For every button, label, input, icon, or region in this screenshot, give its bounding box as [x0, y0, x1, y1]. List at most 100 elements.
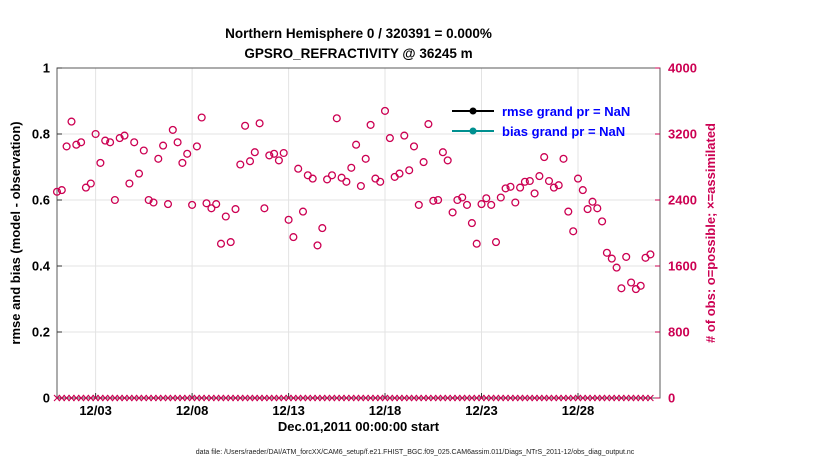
right-tick-label: 4000: [668, 61, 697, 76]
obs-possible-point: [443, 156, 452, 165]
legend-marker-rmse-dot: [469, 107, 477, 115]
obs-assimilated-marker: [507, 394, 514, 402]
obs-assimilated-marker: [487, 394, 495, 402]
obs-assimilated-marker: [357, 394, 365, 402]
obs-assimilated-marker: [265, 394, 273, 402]
obs-possible-point: [207, 204, 216, 213]
right-tick-label: 3200: [668, 127, 697, 142]
obs-possible-point: [390, 172, 399, 181]
obs-assimilated-marker: [367, 394, 374, 402]
x-tick-label: 12/13: [272, 403, 305, 418]
obs-assimilated-marker: [106, 394, 114, 402]
obs-possible-point: [636, 281, 645, 290]
obs-possible-point: [284, 215, 293, 224]
obs-possible-point: [631, 285, 640, 294]
obs-possible-point: [106, 138, 115, 147]
left-tick-label: 0.6: [32, 193, 50, 208]
obs-assimilated-marker: [154, 394, 162, 402]
left-tick-label: 0.8: [32, 127, 50, 142]
obs-assimilated-marker: [63, 394, 70, 402]
left-tick-label: 0.4: [32, 259, 51, 274]
obs-possible-point: [482, 194, 491, 203]
obs-assimilated-marker: [444, 394, 452, 402]
obs-assimilated-marker: [121, 394, 128, 402]
obs-assimilated-marker: [164, 394, 172, 402]
legend: rmse grand pr = NaN bias grand pr = NaN: [452, 101, 630, 141]
obs-assimilated-marker: [53, 394, 61, 402]
obs-assimilated-marker: [179, 394, 186, 402]
figure-title-line1: Northern Hemisphere 0 / 320391 = 0.000%: [225, 26, 492, 41]
obs-possible-point: [236, 160, 245, 169]
right-tick-label: 0: [668, 391, 675, 406]
obs-possible-point: [144, 195, 153, 205]
obs-possible-point: [125, 179, 134, 188]
obs-assimilated-marker: [101, 394, 109, 402]
obs-assimilated-marker: [622, 394, 630, 402]
obs-assimilated-marker: [159, 394, 167, 402]
obs-assimilated-marker: [550, 394, 558, 402]
obs-possible-point: [525, 176, 534, 186]
obs-assimilated-marker: [560, 394, 567, 402]
obs-possible-point: [598, 217, 607, 226]
legend-item-rmse: rmse grand pr = NaN: [452, 101, 630, 121]
obs-possible-point: [241, 121, 250, 130]
obs-possible-point: [506, 182, 515, 191]
obs-assimilated-marker: [290, 394, 297, 402]
obs-possible-point: [535, 172, 544, 181]
obs-possible-point: [617, 284, 626, 293]
obs-assimilated-marker: [299, 394, 307, 402]
obs-possible-point: [250, 148, 259, 157]
obs-assimilated-marker: [304, 394, 312, 402]
left-axis-label: rmse and bias (model - observation): [8, 121, 23, 345]
obs-possible-point: [501, 184, 510, 193]
obs-possible-point: [81, 183, 90, 192]
obs-assimilated-marker: [516, 394, 524, 402]
obs-possible-point: [593, 204, 602, 213]
obs-possible-point: [308, 174, 317, 183]
left-tick-label: 1: [43, 61, 50, 76]
obs-possible-point: [110, 195, 119, 205]
x-tick-label: 12/08: [176, 403, 209, 418]
legend-line-bias: [452, 127, 494, 135]
obs-possible-point: [260, 204, 269, 213]
data-file-caption: data file: /Users/raeder/DAI/ATM_forcXX/…: [195, 449, 635, 456]
obs-possible-point: [380, 106, 390, 115]
obs-possible-point: [366, 120, 375, 129]
obs-assimilated-marker: [400, 394, 408, 402]
obs-possible-point: [607, 254, 616, 263]
obs-possible-point: [569, 227, 578, 236]
obs-assimilated-marker: [439, 394, 447, 402]
obs-assimilated-marker: [589, 394, 596, 402]
obs-possible-point: [602, 248, 611, 257]
legend-item-bias: bias grand pr = NaN: [452, 121, 630, 141]
obs-assimilated-marker: [526, 394, 534, 402]
obs-assimilated-marker: [521, 394, 529, 402]
obs-possible-point: [226, 238, 235, 247]
obs-assimilated-marker: [396, 394, 403, 402]
obs-possible-point: [477, 200, 486, 209]
obs-possible-point: [409, 142, 419, 151]
obs-possible-point: [458, 193, 467, 202]
obs-assimilated-marker: [603, 394, 611, 402]
obs-possible-point: [255, 119, 264, 128]
obs-possible-point: [115, 134, 124, 143]
obs-assimilated-marker: [492, 394, 500, 402]
obs-possible-point: [405, 166, 414, 175]
obs-possible-point: [356, 181, 365, 191]
obs-assimilated-marker: [434, 394, 442, 402]
obs-possible-point: [429, 196, 438, 205]
obs-possible-point: [549, 183, 558, 192]
obs-assimilated-marker: [232, 394, 239, 402]
obs-assimilated-marker: [410, 394, 418, 402]
obs-possible-point: [627, 278, 636, 287]
obs-assimilated-marker: [130, 394, 138, 402]
obs-assimilated-marker: [193, 394, 201, 402]
left-tick-label: 0.2: [32, 325, 50, 340]
obs-possible-point: [279, 148, 288, 158]
obs-possible-point: [270, 149, 279, 158]
obs-possible-point: [86, 179, 95, 188]
obs-assimilated-marker: [386, 394, 394, 402]
obs-possible-point: [544, 176, 554, 186]
obs-possible-point: [385, 134, 394, 143]
